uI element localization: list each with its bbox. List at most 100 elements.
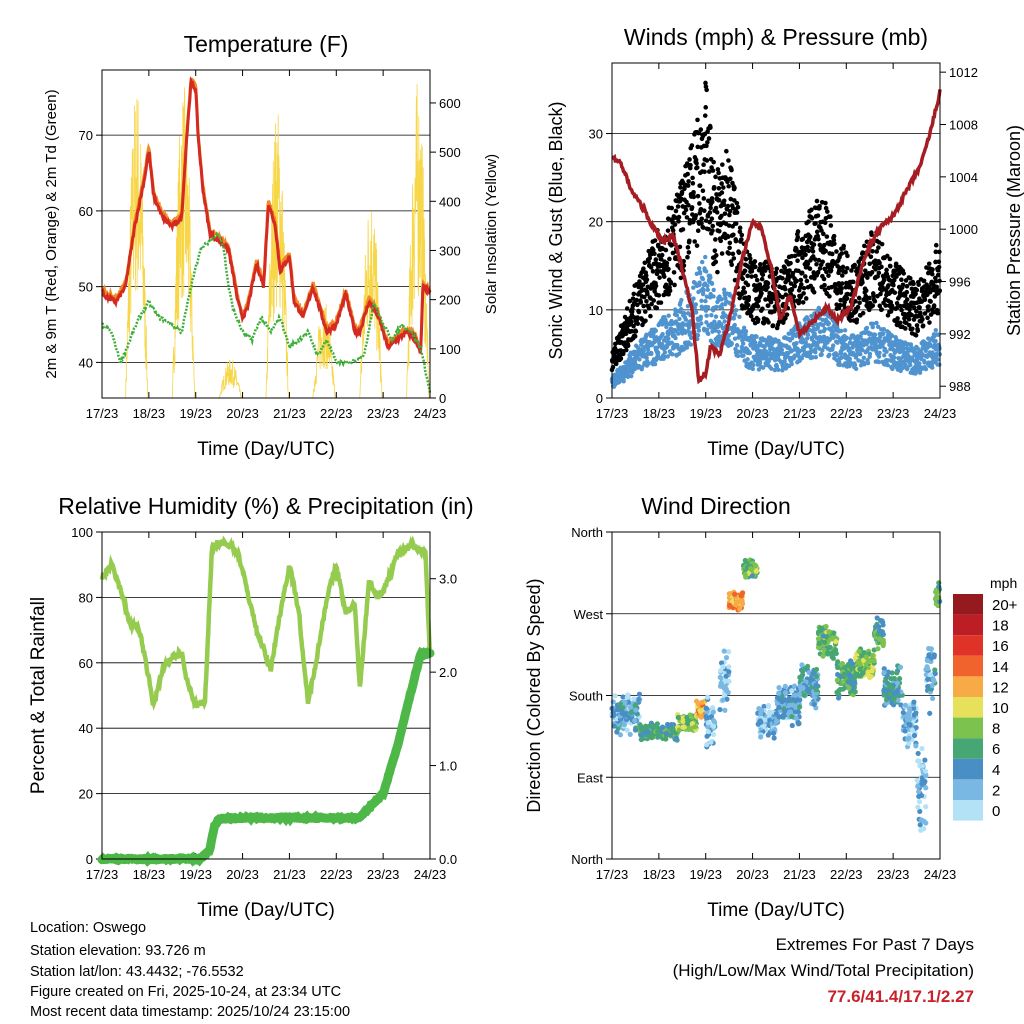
direction-point	[782, 708, 788, 714]
gust-point	[875, 274, 880, 279]
sonic-wind-point	[696, 324, 701, 329]
gust-point	[798, 277, 804, 283]
gust-point	[803, 296, 809, 301]
x-tick-label: 18/23	[643, 867, 676, 882]
gust-point	[829, 251, 835, 257]
x-tick-label: 18/23	[643, 406, 676, 421]
direction-point	[877, 636, 883, 642]
gust-point	[828, 214, 833, 219]
sonic-wind-point	[813, 349, 818, 355]
gust-point	[809, 216, 815, 221]
direction-point	[611, 723, 617, 729]
gust-point	[699, 221, 704, 226]
gust-point	[840, 264, 846, 270]
direction-point	[915, 804, 921, 810]
gust-point	[725, 203, 731, 209]
gust-point	[867, 295, 872, 301]
direction-point	[865, 669, 871, 675]
gust-point	[659, 252, 665, 258]
direction-point	[684, 721, 690, 727]
gust-point	[741, 285, 746, 291]
direction-point	[789, 713, 795, 720]
gust-point	[627, 298, 633, 304]
direction-point	[732, 591, 738, 597]
direction-point	[929, 695, 936, 702]
direction-point	[891, 695, 897, 702]
sonic-wind-point	[858, 352, 863, 357]
sonic-wind-point	[646, 361, 651, 366]
legend-swatch	[953, 717, 983, 739]
gust-point	[780, 294, 785, 300]
sonic-wind-point	[625, 374, 631, 380]
gust-point	[867, 261, 873, 267]
sonic-wind-point	[716, 334, 722, 339]
direction-point	[708, 739, 714, 745]
direction-point	[786, 702, 792, 708]
direction-point	[720, 664, 726, 670]
gust-point	[900, 282, 906, 288]
gust-point	[690, 175, 695, 181]
sonic-wind-point	[865, 360, 871, 366]
sonic-wind-point	[714, 304, 719, 310]
sonic-wind-point	[835, 340, 840, 345]
sonic-wind-point	[695, 333, 701, 338]
gust-point	[816, 257, 822, 263]
sonic-wind-point	[875, 324, 881, 330]
gust-point	[789, 287, 795, 293]
gust-point	[834, 249, 839, 254]
gust-point	[809, 207, 814, 213]
gust-point	[892, 277, 897, 283]
sonic-wind-point	[676, 351, 682, 357]
sonic-wind-point	[830, 343, 836, 348]
gust-point	[795, 229, 801, 234]
direction-point	[776, 714, 782, 720]
gust-point	[708, 205, 713, 211]
gust-point	[749, 274, 754, 279]
direction-point	[628, 710, 634, 716]
direction-point	[821, 647, 827, 653]
direction-point	[858, 672, 864, 678]
sonic-wind-point	[885, 362, 890, 368]
direction-point	[932, 670, 938, 677]
direction-point	[704, 694, 711, 700]
gust-point	[795, 258, 800, 264]
sonic-wind-point	[858, 334, 863, 340]
direction-point	[675, 714, 681, 721]
y-axis-label-right: Station Pressure (Maroon)	[1004, 125, 1024, 336]
gust-point	[635, 302, 640, 308]
gust-point	[687, 157, 692, 162]
gust-point	[851, 279, 856, 285]
sonic-wind-point	[676, 331, 681, 336]
direction-point	[921, 818, 927, 824]
direction-point	[660, 724, 666, 730]
gust-point	[904, 297, 910, 302]
sonic-wind-point	[909, 355, 915, 360]
gust-point	[799, 282, 804, 287]
gust-point	[728, 196, 734, 202]
sonic-wind-point	[675, 342, 680, 348]
gust-point	[635, 321, 641, 326]
gust-point	[666, 266, 671, 272]
gust-point	[824, 234, 830, 239]
gust-point	[702, 169, 707, 175]
x-tick-label: 19/23	[179, 867, 212, 882]
direction-point	[722, 707, 728, 713]
gust-point	[697, 183, 703, 188]
direction-point	[840, 679, 846, 685]
gust-point	[805, 261, 811, 267]
gust-point	[884, 267, 889, 273]
direction-point	[663, 736, 669, 742]
legend-label: 16	[992, 638, 1009, 655]
gust-point	[879, 307, 884, 312]
gust-point	[863, 288, 869, 293]
gust-point	[686, 250, 692, 255]
direction-point	[638, 736, 644, 743]
plot-frame	[101, 69, 431, 399]
direction-point	[923, 773, 929, 779]
x-tick-label: 23/23	[367, 867, 400, 882]
gust-point	[670, 228, 676, 233]
gust-point	[709, 199, 715, 205]
sonic-wind-point	[877, 350, 882, 356]
direction-point	[881, 670, 887, 676]
